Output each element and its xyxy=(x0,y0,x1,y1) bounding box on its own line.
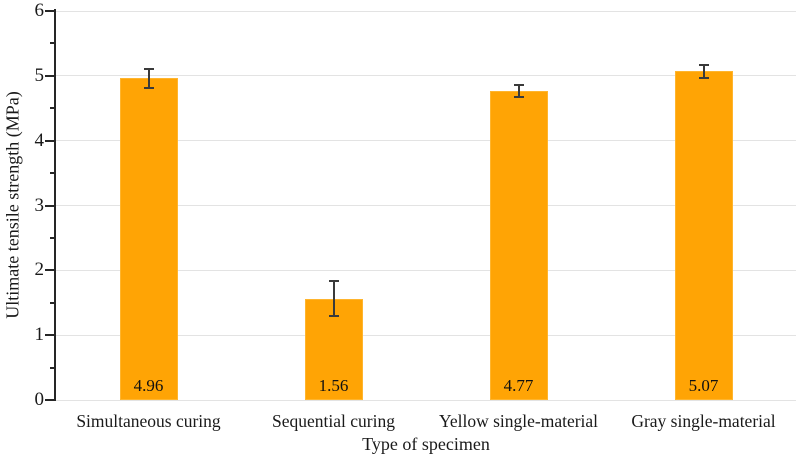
y-minor-tick-0.5 xyxy=(50,366,55,369)
error-bar-cap-top xyxy=(328,280,339,283)
error-bar-cap-bottom xyxy=(143,87,154,90)
error-bar-cap-bottom xyxy=(513,95,524,98)
error-bar-cap-top xyxy=(513,83,524,86)
bar: 4.77 xyxy=(489,90,548,400)
error-bar xyxy=(147,68,150,89)
bar-value-label: 4.96 xyxy=(133,376,164,395)
y-tick-label-6: 6 xyxy=(34,0,45,21)
y-tick-label-4: 4 xyxy=(34,129,45,151)
y-minor-tick-1.5 xyxy=(50,301,55,304)
gridline-y3 xyxy=(56,205,796,206)
x-category-label: Sequential curing xyxy=(272,411,395,431)
y-major-tick-0 xyxy=(45,399,55,401)
y-tick-label-0: 0 xyxy=(34,389,45,410)
error-bar xyxy=(702,64,705,78)
gridline-y0 xyxy=(56,399,796,401)
x-axis-title: Type of specimen xyxy=(362,434,490,454)
y-tick-label-1: 1 xyxy=(34,324,45,346)
gridline-y2 xyxy=(56,269,796,271)
y-minor-tick-3.5 xyxy=(50,172,55,175)
gridline-y5 xyxy=(56,75,796,77)
y-major-tick-3 xyxy=(45,204,55,207)
y-minor-tick-4.5 xyxy=(50,107,55,110)
gridline-y6 xyxy=(56,10,796,12)
error-bar-cap-bottom xyxy=(328,315,339,318)
y-minor-tick-2.5 xyxy=(50,236,55,239)
plot-area: 0 1 2 3 4 5 6 4.96 1.56 4.77 5.07 xyxy=(35,1,796,409)
x-category-label: Gray single-material xyxy=(631,411,776,431)
y-minor-tick-5.5 xyxy=(50,42,55,45)
error-bar xyxy=(332,281,335,317)
y-axis-line xyxy=(54,9,56,401)
y-major-tick-6 xyxy=(45,10,55,12)
y-tick-label-2: 2 xyxy=(34,259,45,281)
error-bar-cap-bottom xyxy=(698,76,709,79)
bar-value-label: 1.56 xyxy=(318,376,349,395)
error-bar-cap-top xyxy=(698,63,709,66)
y-major-tick-4 xyxy=(45,139,55,142)
gridline-y4 xyxy=(56,140,796,142)
y-tick-label-3: 3 xyxy=(34,194,45,216)
y-major-tick-2 xyxy=(45,269,55,272)
bar-value-label: 5.07 xyxy=(688,376,719,395)
bar: 5.07 xyxy=(674,71,733,400)
gridline-y1 xyxy=(56,334,796,336)
y-major-tick-5 xyxy=(45,74,55,77)
y-major-tick-1 xyxy=(45,334,55,337)
error-bar-cap-top xyxy=(143,67,154,70)
error-bar xyxy=(517,84,520,97)
x-category-label: Yellow single-material xyxy=(438,411,599,431)
bar-value-label: 4.77 xyxy=(503,376,534,395)
y-tick-label-5: 5 xyxy=(34,64,45,86)
x-category-label: Simultaneous curing xyxy=(76,411,221,431)
bar: 4.96 xyxy=(119,78,178,400)
